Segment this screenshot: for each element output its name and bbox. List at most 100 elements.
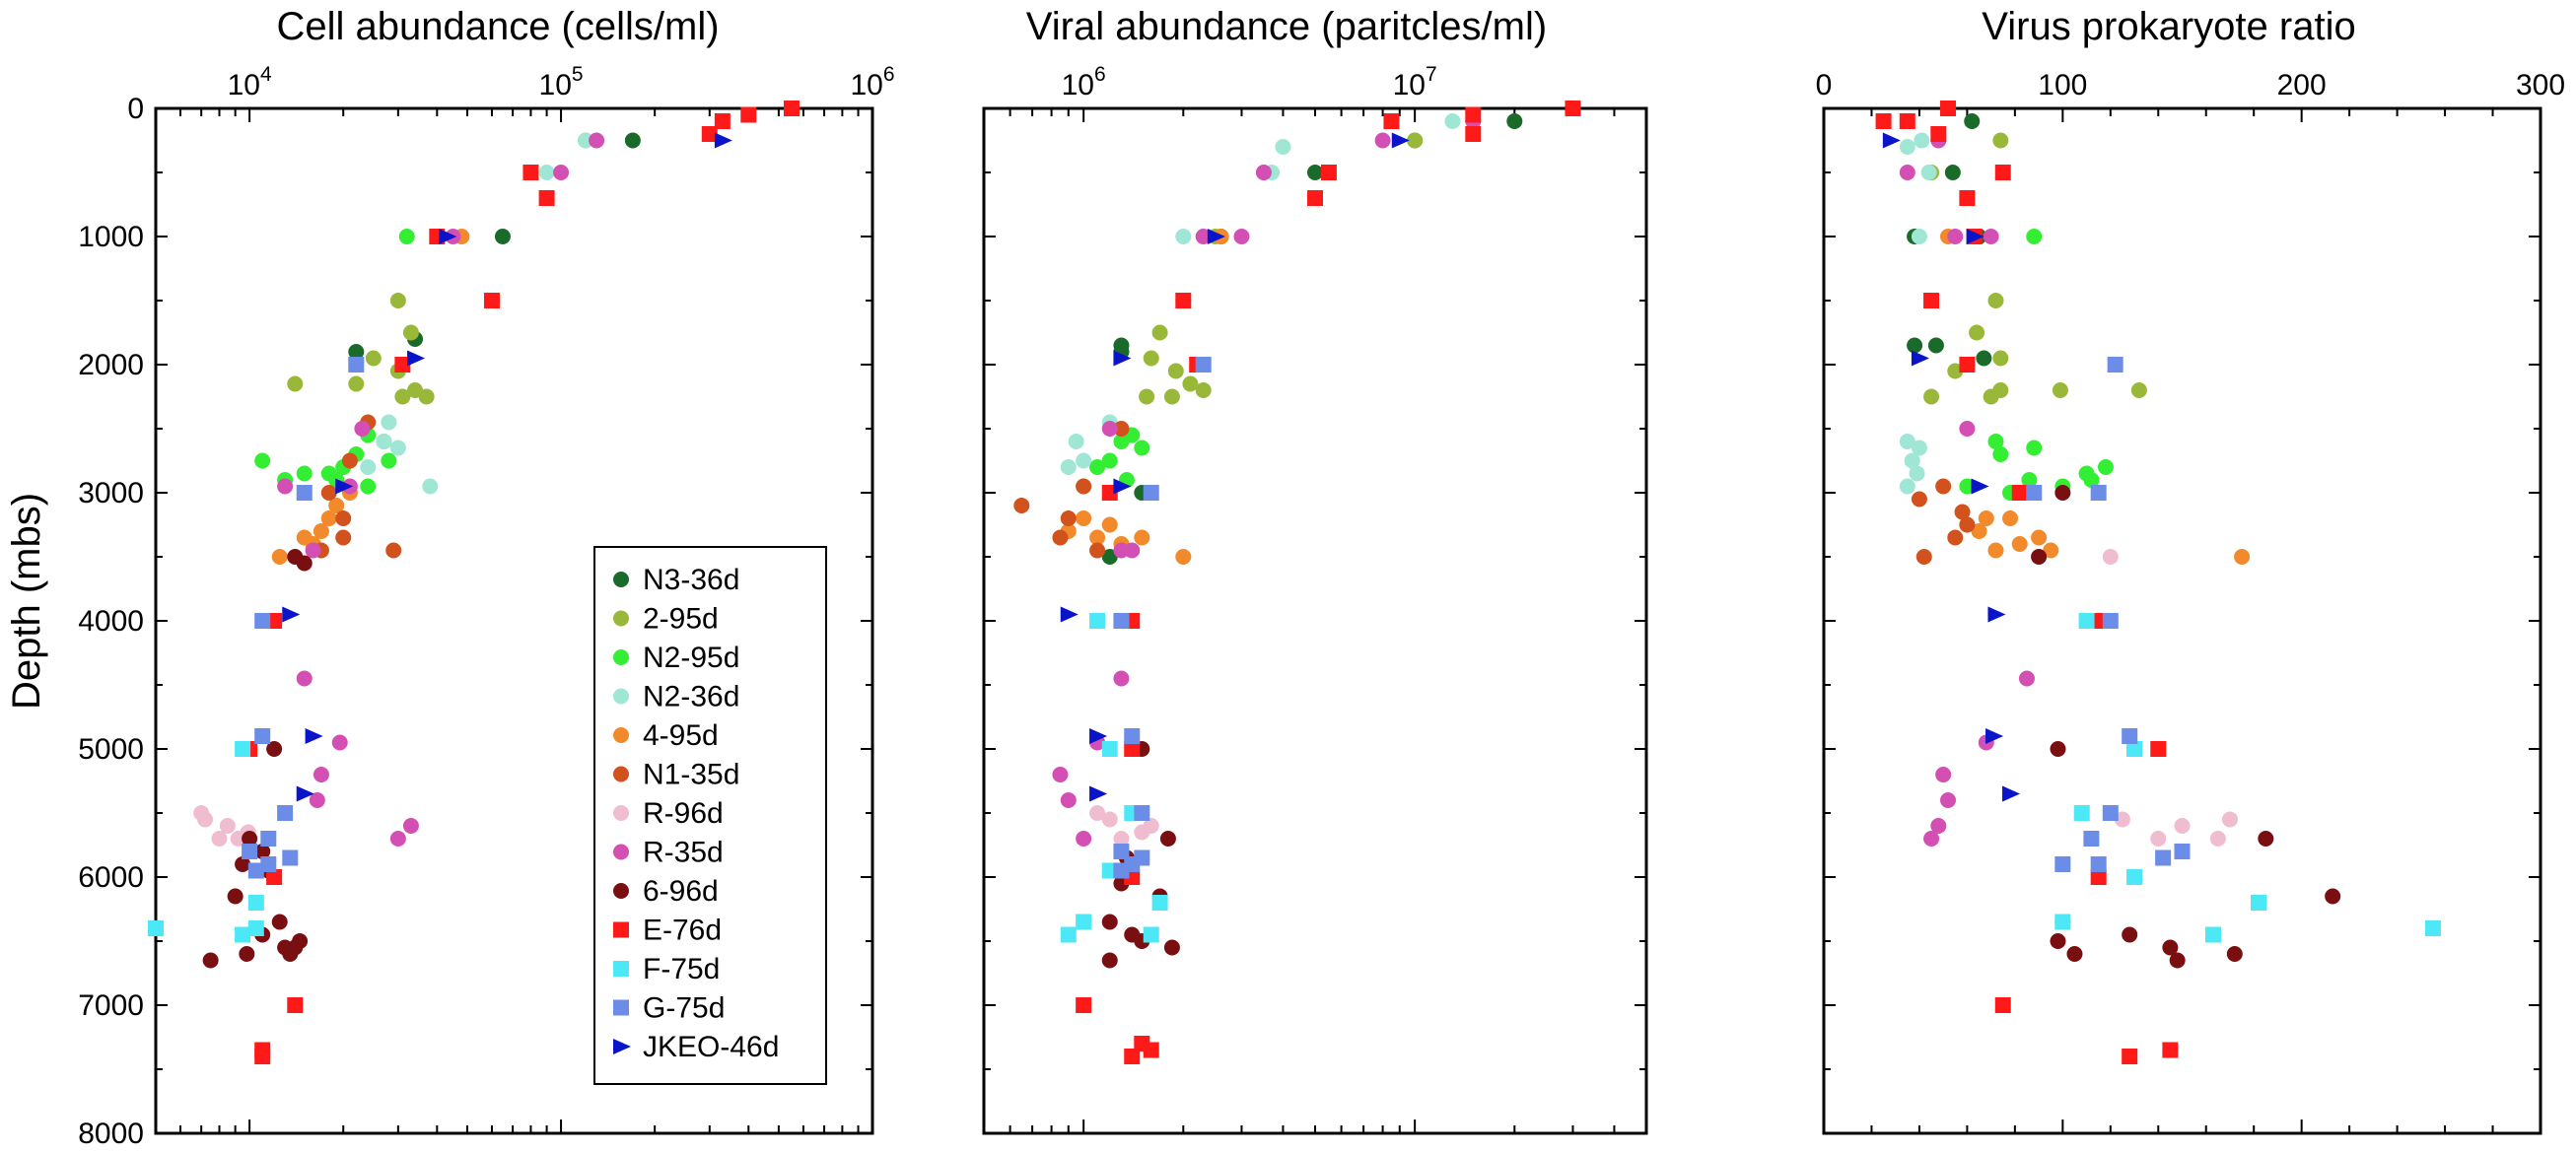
- cell-abundance-point-jkeo-46d: [335, 478, 354, 495]
- vpr-point-2-95d: [1923, 388, 1940, 405]
- viral-abundance-point-g-75d: [1134, 849, 1150, 866]
- viral-abundance-point-2-95d: [1182, 375, 1199, 392]
- vpr-point-e-76d: [2122, 1049, 2138, 1064]
- vpr-point-r-35d: [1940, 792, 1957, 808]
- viral-abundance-point-2-95d: [1407, 132, 1424, 149]
- vpr-point-r-35d: [2018, 670, 2035, 687]
- legend-label-4-95d: 4-95d: [643, 719, 719, 752]
- viral-abundance-point-r-35d: [1076, 831, 1092, 847]
- cell-abundance-point-e-76d: [714, 113, 731, 129]
- vpr-panel: Virus prokaryote ratio 0 100 200 300: [1816, 5, 2565, 1135]
- legend-marker-4-95d: [613, 727, 629, 743]
- viral-abundance-point-r-35d: [1060, 792, 1077, 808]
- cell-abundance-point-2-95d: [418, 388, 435, 405]
- vpr-point-g-75d: [2107, 357, 2123, 373]
- vpr-point-n3-36d: [1976, 350, 1992, 367]
- legend-label-n3-36d: N3-36d: [643, 564, 739, 596]
- viral-abundance-point-e-76d: [1383, 113, 1400, 129]
- cell-abundance-point-r-35d: [389, 831, 406, 847]
- cell-abundance-point-g-75d: [260, 831, 277, 847]
- viral-abundance-point-jkeo-46d: [1391, 132, 1410, 149]
- vpr-point-jkeo-46d: [1882, 132, 1901, 149]
- vpr-point-6-96d: [2050, 741, 2066, 757]
- vpr-point-r-35d: [1935, 767, 1952, 782]
- vpr-point-jkeo-46d: [1966, 229, 1984, 244]
- legend-label-6-96d: 6-96d: [643, 875, 719, 908]
- cell-abundance-point-e-76d: [266, 869, 283, 885]
- y-tick-label: 8000: [78, 1118, 144, 1150]
- viral-abundance-point-4-95d: [1089, 529, 1106, 546]
- viral-abundance-point-r-35d: [1233, 229, 1250, 244]
- cell-abundance-point-n2-95d: [296, 465, 313, 482]
- cell-abundance-point-r-35d: [309, 792, 325, 808]
- cell-abundance-panel: Cell abundance (cells/ml) 0 1000 2000 3000 4…: [78, 5, 894, 1150]
- vpr-point-n2-95d: [2078, 465, 2095, 482]
- y-axis-label: Depth (mbs): [5, 493, 48, 710]
- cell-abundance-point-f-75d: [247, 895, 264, 911]
- vpr-point-n1-35d: [1947, 529, 1964, 546]
- cell-abundance-point-jkeo-46d: [714, 132, 732, 149]
- vpr-point-e-76d: [2162, 1042, 2179, 1058]
- vpr-point-g-75d: [2122, 728, 2138, 744]
- cell-abundance-point-g-75d: [254, 613, 271, 629]
- legend-label-r-35d: R-35d: [643, 837, 724, 869]
- cell-abundance-point-n1-35d: [320, 485, 337, 501]
- vpr-point-6-96d: [2050, 933, 2066, 949]
- cell-abundance-point-g-75d: [277, 805, 294, 821]
- y-tick-label: 1000: [78, 221, 144, 253]
- vpr-point-g-75d: [2090, 856, 2107, 872]
- cell-abundance-point-2-95d: [394, 388, 411, 405]
- cell-abundance-point-e-76d: [254, 1049, 271, 1064]
- viral-abundance-point-n1-35d: [1113, 421, 1130, 437]
- viral-abundance-point-g-75d: [1134, 805, 1150, 821]
- vpr-point-r-96d: [2150, 831, 2167, 847]
- vpr-point-r-35d: [1959, 421, 1976, 437]
- viral-abundance-point-4-95d: [1175, 549, 1192, 565]
- cell-abundance-point-n3-36d: [624, 132, 641, 149]
- vpr-point-jkeo-46d: [1985, 728, 2004, 744]
- viral-abundance-point-e-76d: [1124, 741, 1141, 757]
- cell-abundance-point-6-96d: [239, 946, 255, 962]
- vpr-point-n2-36d: [1899, 434, 1915, 449]
- legend-label-jkeo-46d: JKEO-46d: [643, 1031, 779, 1063]
- viral-abundance-point-jkeo-46d: [1089, 785, 1108, 802]
- vpr-point-6-96d: [2066, 946, 2083, 962]
- viral-abundance-point-n2-36d: [1060, 459, 1077, 475]
- vpr-point-f-75d: [2126, 869, 2143, 885]
- cell-abundance-point-r-35d: [305, 542, 321, 559]
- legend-label-g-75d: G-75d: [643, 992, 725, 1025]
- vpr-point-e-76d: [1899, 113, 1915, 129]
- viral-abundance-point-r-96d: [1101, 811, 1118, 828]
- viral-abundance-point-6-96d: [1101, 914, 1118, 930]
- cell-abundance-point-r-35d: [277, 478, 294, 495]
- vpr-point-g-75d: [2026, 485, 2043, 501]
- viral-abundance-point-jkeo-46d: [1113, 350, 1132, 367]
- cell-abundance-point-jkeo-46d: [305, 728, 323, 744]
- vpr-point-4-95d: [2002, 510, 2019, 526]
- vpr-point-n3-36d: [1927, 337, 1944, 354]
- legend-label-f-75d: F-75d: [643, 953, 720, 985]
- x-tick-label: 100: [2038, 69, 2087, 102]
- y-tick-label: 5000: [78, 733, 144, 766]
- viral-abundance-point-r-96d: [1089, 805, 1106, 821]
- vpr-point-g-75d: [2054, 856, 2071, 872]
- vpr-point-n2-36d: [1920, 165, 1937, 180]
- x-tick-label: 300: [2516, 69, 2565, 102]
- legend-label-e-76d: E-76d: [643, 915, 722, 947]
- vpr-point-n2-36d: [1911, 229, 1927, 244]
- viral-abundance-point-e-76d: [1320, 165, 1337, 180]
- cell-abundance-point-n2-95d: [398, 229, 415, 244]
- cell-abundance-point-jkeo-46d: [296, 785, 314, 802]
- vpr-point-n2-95d: [2026, 229, 2043, 244]
- vpr-point-jkeo-46d: [2002, 785, 2021, 802]
- viral-abundance-point-f-75d: [1101, 741, 1118, 757]
- cell-abundance-point-e-76d: [701, 126, 718, 142]
- vpr-point-n1-35d: [1959, 516, 1976, 533]
- vpr-point-e-76d: [1994, 997, 2011, 1013]
- viral-abundance-point-n2-95d: [1089, 459, 1106, 475]
- cell-abundance-ticks: [155, 107, 873, 1134]
- vpr-x-tick-labels: 0 100 200 300: [1816, 69, 2565, 102]
- viral-abundance-point-n2-95d: [1134, 440, 1150, 456]
- x-tick-label: 107: [1393, 63, 1437, 102]
- vpr-point-n1-35d: [1915, 549, 1932, 565]
